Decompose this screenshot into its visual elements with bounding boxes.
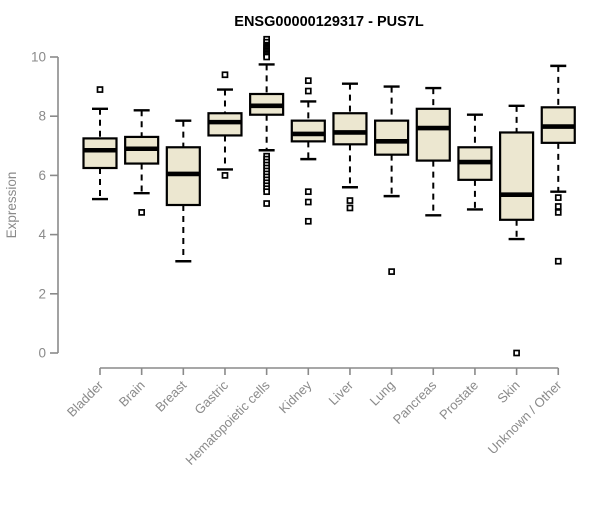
x-tick-label-bladder: Bladder xyxy=(64,377,107,420)
y-tick-label: 6 xyxy=(38,168,46,183)
outlier-point xyxy=(263,53,270,61)
boxplot-liver xyxy=(332,82,368,212)
outlier-point xyxy=(346,204,354,212)
x-tick-label-brain: Brain xyxy=(116,378,148,410)
y-tick-label: 0 xyxy=(38,346,46,361)
outlier-point xyxy=(138,209,146,216)
box xyxy=(82,137,118,170)
outlier-point xyxy=(304,188,312,196)
boxplot-prostate xyxy=(457,113,493,211)
boxes xyxy=(82,35,576,357)
boxplot-brain xyxy=(124,109,160,216)
x-tick-label-liver: Liver xyxy=(326,377,357,408)
x-tick-label-lung: Lung xyxy=(367,378,398,409)
box xyxy=(374,119,410,156)
outlier-point xyxy=(304,77,312,85)
x-tick-label-skin: Skin xyxy=(494,378,522,406)
y-axis-title: Expression xyxy=(4,172,19,239)
outlier-point xyxy=(221,71,229,79)
x-tick-label-gastric: Gastric xyxy=(191,377,231,417)
outlier-point xyxy=(346,197,354,204)
outlier-point xyxy=(221,172,229,179)
box xyxy=(415,107,451,162)
outlier-point xyxy=(304,198,312,206)
chart-title: ENSG00000129317 - PUS7L xyxy=(234,14,424,30)
outlier-point xyxy=(263,200,270,207)
boxplot-pancreas xyxy=(415,86,451,217)
boxplot-bladder xyxy=(82,86,118,201)
boxplot-unknown-other xyxy=(540,64,576,265)
boxplot-hematopoietic-cells xyxy=(249,35,285,207)
outlier-point xyxy=(263,188,270,196)
box xyxy=(290,119,326,143)
x-tick-label-unknown-other: Unknown / Other xyxy=(485,377,565,457)
boxplot-kidney xyxy=(290,77,326,225)
boxplot-skin xyxy=(499,104,535,357)
outlier-point xyxy=(554,203,562,210)
x-tick-label-prostate: Prostate xyxy=(436,378,481,423)
outlier-point xyxy=(304,217,312,225)
outlier-point xyxy=(513,349,520,357)
y-tick-label: 2 xyxy=(38,286,46,301)
x-tick-label-breast: Breast xyxy=(152,377,189,414)
boxplot-gastric xyxy=(207,71,243,179)
boxplot-breast xyxy=(165,119,201,263)
y-tick-label: 4 xyxy=(38,227,46,242)
x-tick-label-pancreas: Pancreas xyxy=(390,377,440,427)
y-tick-label: 8 xyxy=(38,109,46,124)
box xyxy=(332,112,368,146)
x-tick-label-kidney: Kidney xyxy=(276,377,315,416)
outlier-point xyxy=(554,257,562,265)
outlier-point xyxy=(554,194,562,201)
outlier-point xyxy=(96,86,104,93)
y-tick-label: 10 xyxy=(31,50,46,65)
outlier-point xyxy=(388,268,395,275)
outlier-point xyxy=(554,209,562,216)
box xyxy=(499,131,535,221)
boxplot-lung xyxy=(374,85,410,275)
outlier-point xyxy=(304,87,312,95)
